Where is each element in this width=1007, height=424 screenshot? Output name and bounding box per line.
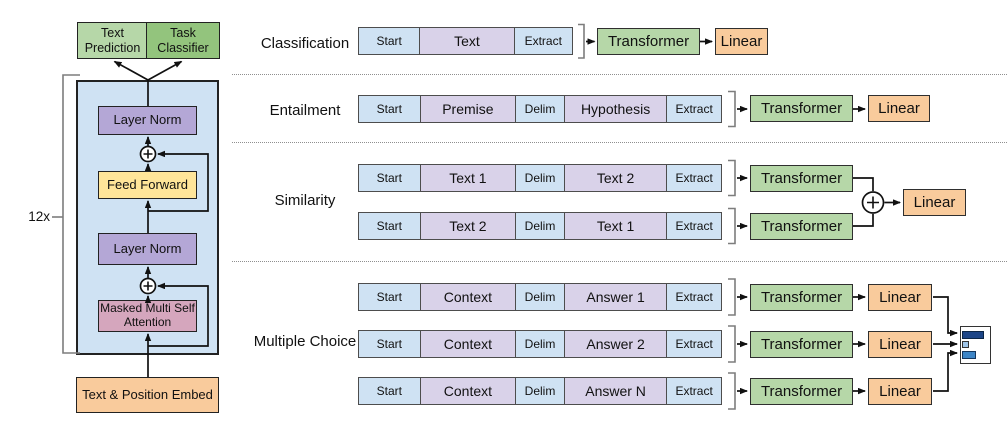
answer-score-bar-2 bbox=[962, 341, 969, 348]
multiple-choice-token-strip-3: Start Context Delim Answer N Extract bbox=[358, 377, 722, 405]
layer-norm-top-label: Layer Norm bbox=[113, 112, 182, 128]
token-cell-context: Context bbox=[420, 378, 517, 404]
task-separator-3 bbox=[232, 261, 1007, 262]
answer-score-bar-3 bbox=[962, 350, 976, 359]
multiple-choice-token-strip-2: Start Context Delim Answer 2 Extract bbox=[358, 330, 722, 358]
feed-forward-box: Feed Forward bbox=[98, 171, 197, 199]
entailment-linear-box: Linear bbox=[868, 95, 930, 122]
plus-icon bbox=[861, 191, 885, 214]
token-cell-premise: Premise bbox=[420, 96, 517, 122]
token-cell-start: Start bbox=[359, 213, 421, 239]
token-cell-extract: Extract bbox=[667, 284, 721, 310]
entailment-row-label: Entailment bbox=[269, 102, 341, 119]
layer-norm-bottom-box: Layer Norm bbox=[98, 233, 197, 265]
multiple-choice-linear-box-3: Linear bbox=[868, 377, 932, 405]
token-cell-answer2: Answer 2 bbox=[564, 331, 668, 357]
task-separator-2 bbox=[232, 142, 1007, 143]
classification-transformer-box: Transformer bbox=[597, 28, 700, 55]
token-cell-extract: Extract bbox=[514, 28, 572, 54]
token-cell-delim: Delim bbox=[516, 165, 565, 191]
similarity-transformer-box-2: Transformer bbox=[750, 212, 853, 240]
multiple-choice-transformer-box-1: Transformer bbox=[750, 283, 853, 311]
similarity-token-strip-2: Start Text 2 Delim Text 1 Extract bbox=[358, 212, 722, 240]
text-prediction-label: Text Prediction bbox=[84, 26, 141, 55]
token-cell-text2: Text 2 bbox=[564, 165, 668, 191]
token-cell-delim: Delim bbox=[516, 378, 565, 404]
token-cell-delim: Delim bbox=[516, 284, 565, 310]
token-cell-start: Start bbox=[359, 284, 421, 310]
token-cell-hypothesis: Hypothesis bbox=[564, 96, 668, 122]
multiple-choice-linear-box-1: Linear bbox=[868, 283, 932, 311]
similarity-linear-box: Linear bbox=[903, 189, 966, 216]
token-cell-start: Start bbox=[359, 28, 421, 54]
token-cell-answerN: Answer N bbox=[564, 378, 668, 404]
token-cell-extract: Extract bbox=[667, 213, 721, 239]
token-cell-text1: Text 1 bbox=[564, 213, 668, 239]
embedding-box: Text & Position Embed bbox=[76, 377, 219, 413]
token-cell-context: Context bbox=[420, 284, 517, 310]
token-cell-text1: Text 1 bbox=[420, 165, 517, 191]
masked-attention-label: Masked Multi Self Attention bbox=[100, 301, 195, 329]
classification-token-strip: Start Text Extract bbox=[358, 27, 573, 55]
entailment-transformer-box: Transformer bbox=[750, 95, 853, 122]
token-cell-text: Text bbox=[420, 28, 515, 54]
token-cell-delim: Delim bbox=[516, 213, 565, 239]
task-classifier-box: Task Classifier bbox=[146, 22, 220, 59]
classification-row-label: Classification bbox=[260, 35, 350, 52]
task-classifier-label: Task Classifier bbox=[157, 26, 209, 55]
token-cell-context: Context bbox=[420, 331, 517, 357]
masked-attention-box: Masked Multi Self Attention bbox=[98, 300, 197, 332]
multiple-choice-token-strip-1: Start Context Delim Answer 1 Extract bbox=[358, 283, 722, 311]
token-cell-extract: Extract bbox=[667, 331, 721, 357]
token-cell-extract: Extract bbox=[667, 378, 721, 404]
token-cell-extract: Extract bbox=[667, 96, 721, 122]
token-cell-start: Start bbox=[359, 96, 421, 122]
answer-score-box bbox=[960, 326, 991, 364]
layer-norm-bottom-label: Layer Norm bbox=[113, 240, 182, 256]
layer-norm-top-box: Layer Norm bbox=[98, 106, 197, 135]
multiple-choice-linear-box-2: Linear bbox=[868, 330, 932, 358]
feed-forward-label: Feed Forward bbox=[107, 176, 188, 192]
similarity-row-label: Similarity bbox=[274, 192, 336, 209]
token-cell-start: Start bbox=[359, 331, 421, 357]
token-cell-delim: Delim bbox=[516, 331, 565, 357]
similarity-transformer-box-1: Transformer bbox=[750, 164, 853, 192]
answer-score-bar-1 bbox=[962, 331, 984, 339]
classification-linear-box: Linear bbox=[715, 28, 768, 55]
token-cell-extract: Extract bbox=[667, 165, 721, 191]
repeat-12x-label: 12x bbox=[28, 209, 50, 224]
multiple-choice-transformer-box-3: Transformer bbox=[750, 377, 853, 405]
multiple-choice-row-label: Multiple Choice bbox=[253, 333, 357, 350]
token-cell-answer1: Answer 1 bbox=[564, 284, 668, 310]
token-cell-text2: Text 2 bbox=[420, 213, 517, 239]
embedding-label: Text & Position Embed bbox=[82, 386, 213, 402]
multiple-choice-transformer-box-2: Transformer bbox=[750, 330, 853, 358]
token-cell-delim: Delim bbox=[516, 96, 565, 122]
token-cell-start: Start bbox=[359, 165, 421, 191]
similarity-token-strip-1: Start Text 1 Delim Text 2 Extract bbox=[358, 164, 722, 192]
entailment-token-strip: Start Premise Delim Hypothesis Extract bbox=[358, 95, 722, 123]
token-cell-start: Start bbox=[359, 378, 421, 404]
text-prediction-box: Text Prediction bbox=[77, 22, 148, 59]
task-separator-1 bbox=[232, 74, 1007, 75]
